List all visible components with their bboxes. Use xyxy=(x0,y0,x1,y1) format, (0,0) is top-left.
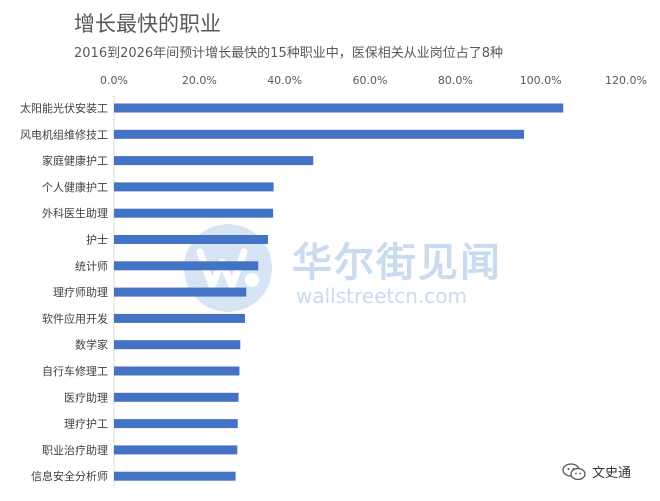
y-category-label: 软件应用开发 xyxy=(42,311,108,325)
bar xyxy=(114,129,525,139)
bar xyxy=(114,235,269,244)
bar xyxy=(114,419,238,429)
x-tick-label: 60.0% xyxy=(353,74,388,87)
bar xyxy=(114,103,564,113)
bar xyxy=(114,340,241,350)
chart-title: 增长最快的职业 xyxy=(74,12,221,36)
y-category-label: 风电机组维修技工 xyxy=(20,127,108,141)
x-tick-label: 40.0% xyxy=(267,74,302,87)
y-category-label: 信息安全分析师 xyxy=(31,469,108,483)
x-tick-label: 80.0% xyxy=(438,74,473,87)
y-category-label: 医疗助理 xyxy=(64,390,108,404)
y-category-label: 护士 xyxy=(86,233,108,247)
x-tick-label: 120.0% xyxy=(605,74,647,87)
y-category-label: 家庭健康护工 xyxy=(42,154,108,168)
bar xyxy=(114,287,247,297)
y-category-label: 自行车修理工 xyxy=(42,364,108,378)
y-category-label: 理疗师助理 xyxy=(53,285,108,299)
bar xyxy=(114,208,274,218)
bar xyxy=(114,445,238,455)
bar xyxy=(114,471,236,481)
watermark-url: wallstreetcn.com xyxy=(296,284,467,308)
wechat-icon xyxy=(562,462,586,480)
bar xyxy=(114,182,274,192)
bar xyxy=(114,366,240,376)
x-tick-label: 100.0% xyxy=(520,74,562,87)
y-category-label: 统计师 xyxy=(75,260,108,273)
y-category-label: 外科医生助理 xyxy=(42,206,108,220)
y-category-label: 职业治疗助理 xyxy=(42,443,108,457)
badge-label: 文史通 xyxy=(592,466,632,481)
x-tick-label: 20.0% xyxy=(182,74,217,87)
y-category-label: 个人健康护工 xyxy=(42,180,108,194)
x-tick-label: 0.0% xyxy=(100,74,128,87)
bar xyxy=(114,156,314,166)
y-category-label: 太阳能光伏安装工 xyxy=(20,101,108,115)
y-category-label: 理疗护工 xyxy=(64,417,108,431)
y-category-label: 数学家 xyxy=(75,338,108,352)
bar xyxy=(114,261,259,271)
watermark-brand: 华尔街见闻 xyxy=(292,239,502,286)
bar xyxy=(114,392,239,402)
bar xyxy=(114,313,245,323)
source-badge: 文史通 xyxy=(562,462,631,481)
chart-subtitle: 2016到2026年间预计增长最快的15种职业中，医保相关从业岗位占了8种 xyxy=(74,46,503,61)
